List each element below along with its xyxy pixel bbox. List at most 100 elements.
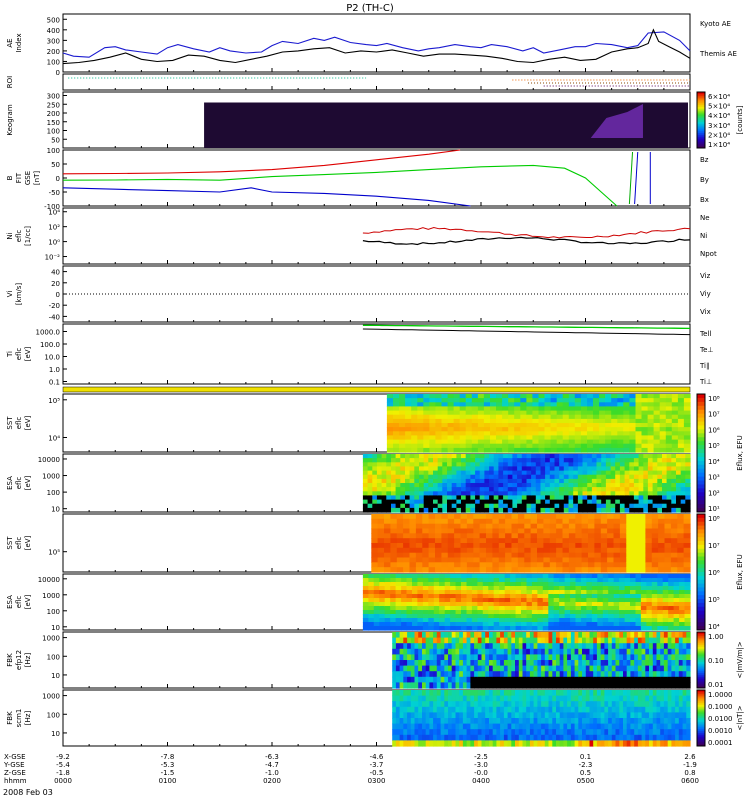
spectrogram-cell [507,718,512,725]
spectrogram-cell [376,483,383,488]
spectrogram-cell [479,507,485,513]
spectrogram-cell [577,474,584,480]
spectrogram-cell [503,474,509,480]
spectrogram-cell [587,462,593,467]
spectrogram-cell [660,654,665,661]
spectrogram-cell [422,543,430,549]
spectrogram-cell [412,618,419,623]
spectrogram-cell [429,676,434,683]
spectrogram-cell [656,648,661,655]
spectrogram-cell [568,427,576,432]
spectrogram-cell [581,610,588,615]
spectrogram-cell [477,598,484,603]
spectrogram-cell [483,414,491,420]
spectrogram-cell [635,614,642,619]
spectrogram-cell [512,462,518,467]
spectrogram-cell [657,470,663,476]
spectrogram-cell [574,648,579,655]
spectrogram-cell [652,682,658,689]
spectrogram-cell [665,447,673,453]
spectrogram-cell [521,578,528,583]
spectrogram-cell [477,734,483,741]
spectrogram-cell [428,483,434,488]
spectrogram-cell [623,665,628,672]
spectrogram-cell [675,643,680,650]
spectrogram-cell [632,567,640,573]
spectrogram-cell [511,514,519,520]
spectrogram-cell [662,466,668,472]
spectrogram-cell [490,398,497,403]
spectrogram-cell [554,466,560,472]
spectrogram-cell [403,562,411,568]
spectrogram-cell [395,706,401,713]
spectrogram-cell [651,614,658,619]
spectrogram-cell [529,654,535,661]
spectrogram-cell [470,690,475,697]
spectrogram-cell [679,578,686,583]
colorbar-cell [697,105,705,108]
colorbar-cell [697,667,705,670]
spectrogram-cell [574,418,582,424]
spectrogram-cell [417,418,424,424]
spectrogram-cell [518,695,524,702]
colorbar-tick-label: 1.00 [708,633,724,641]
spectrogram-cell [530,543,538,549]
spectrogram-cell [512,507,518,513]
spectrogram-cell [372,495,378,501]
spectrogram-cell [562,528,570,534]
spectrogram-cell [511,734,516,741]
spectrogram-cell [652,507,658,513]
spectrogram-cell [657,594,664,599]
spectrogram-cell [619,632,624,639]
spectrogram-sst_i [371,514,691,573]
spectrogram-cell [384,618,391,623]
spectrogram-cell [405,414,412,420]
spectrogram-cell [533,643,538,650]
spectrogram-cell [372,503,378,509]
spectrogram-cell [451,454,457,459]
spectrogram-cell [623,654,628,661]
spectrogram-cell [559,676,564,683]
colorbar-tick-label: 10⁶ [708,426,720,434]
spectrogram-cell [481,682,486,689]
spectrogram-cell [489,474,495,480]
spectrogram-cell [629,394,637,399]
spectrogram-cell [604,637,609,644]
spectrogram-cell [386,447,394,453]
spectrogram-cell [637,682,643,689]
spectrogram-cell [399,439,406,445]
spectrogram-cell [608,632,613,639]
spectrogram-cell [511,538,519,544]
spectrogram-cell [436,671,442,678]
spectrogram-cell [587,458,593,463]
spectrogram-cell [533,740,538,747]
spectrogram-cell [414,671,419,678]
spectrogram-cell [601,466,607,472]
spectrogram-cell [433,454,439,459]
spectrogram-cell [671,491,677,496]
y-axis-label: eflc [15,537,23,550]
spectrogram-cell [531,503,537,509]
spectrogram-cell [395,637,401,644]
spectrogram-cell [433,695,438,702]
spectrogram-cell [550,447,558,453]
y-axis-label: FIT [15,172,23,183]
spectrogram-cell [465,443,473,449]
spectrogram-cell [492,671,497,678]
spectrogram-cell [510,602,517,607]
spectrogram-cell [514,447,521,453]
spectrogram-cell [453,435,461,441]
spectrogram-cell [435,447,443,453]
spectrogram-cell [517,547,525,554]
spectrogram-cell [392,740,397,747]
spectrogram-cell [390,582,397,587]
spectrogram-cell [395,598,402,603]
spectrogram-cell [410,734,416,741]
spectrogram-cell [460,543,468,549]
spectrogram-cell [529,632,535,639]
spectrogram-cell [477,695,483,702]
spectrogram-cell [585,676,591,683]
spectrogram-cell [660,671,665,678]
spectrogram-cell [455,676,460,683]
spectrogram-cell [419,503,425,509]
